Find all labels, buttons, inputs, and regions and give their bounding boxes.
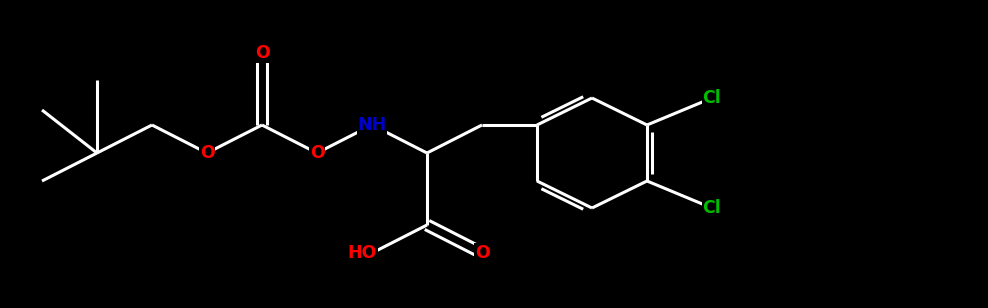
Text: O: O	[309, 144, 324, 162]
Text: Cl: Cl	[702, 89, 721, 107]
Text: Cl: Cl	[702, 199, 721, 217]
Text: HO: HO	[348, 244, 377, 262]
Text: O: O	[474, 244, 489, 262]
Text: O: O	[255, 44, 270, 62]
Text: NH: NH	[358, 116, 386, 134]
Text: O: O	[200, 144, 214, 162]
